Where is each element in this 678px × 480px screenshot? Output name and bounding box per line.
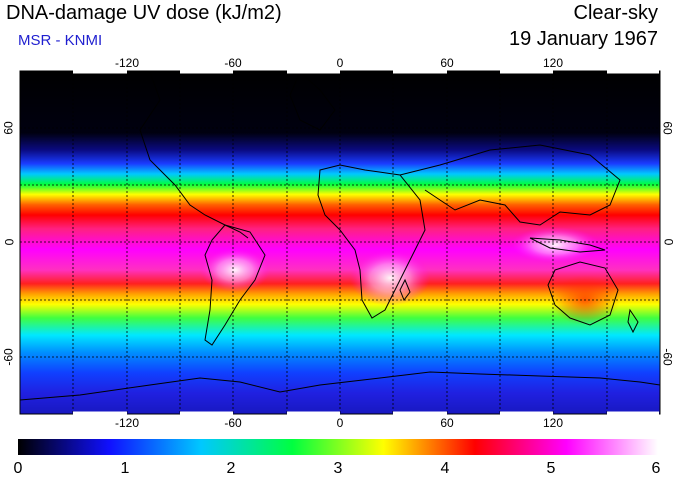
lon-label-bottom: 120 [542,416,564,430]
lat-label-right: -60 [660,348,675,366]
coast-indonesia [529,237,606,253]
coastlines [19,71,661,401]
lon-label-top: 60 [440,56,454,70]
lon-label-top: 0 [336,56,344,70]
coast-europe-africa [317,164,426,319]
map-title: DNA-damage UV dose (kJ/m2) [6,2,282,24]
lon-label-top: 120 [542,56,564,70]
coast-antarctica [19,371,661,401]
source-label: MSR - KNMI [18,32,103,49]
colorbar-label: 3 [333,460,343,477]
coast-south-america [204,224,266,346]
lon-label-top: -60 [224,56,242,70]
indonesia-hotspot [510,227,600,263]
coast-asia [399,144,621,226]
lat-label-right: 60 [660,121,675,135]
colorbar-label: 6 [651,460,661,477]
colorbar-label: 4 [440,460,450,477]
colorbar-label: 0 [13,460,23,477]
grid-lines [20,71,660,414]
lon-label-bottom: 60 [440,416,454,430]
colorbar-label: 5 [546,460,556,477]
colorbar-label: 2 [226,460,236,477]
coast-north-america [139,71,249,239]
colorbar-label: 1 [120,460,130,477]
lat-label-right: 0 [661,238,676,246]
coast-greenland [289,71,336,131]
lon-label-bottom: -120 [114,416,140,430]
date-label: 19 January 1967 [508,28,658,50]
south-america-hotspot [200,248,270,292]
lon-label-top: -120 [114,56,140,70]
coast-new-zealand [627,308,639,334]
lon-label-bottom: 0 [336,416,344,430]
lat-label-left: -60 [1,348,16,366]
lat-label-left: 60 [1,121,16,135]
coast-australia [547,261,619,326]
sky-condition-label: Clear-sky [573,2,658,24]
frame-ticks [73,70,659,415]
lon-label-bottom: -60 [224,416,242,430]
lat-label-left: 0 [2,238,17,246]
colorbar [18,439,658,455]
